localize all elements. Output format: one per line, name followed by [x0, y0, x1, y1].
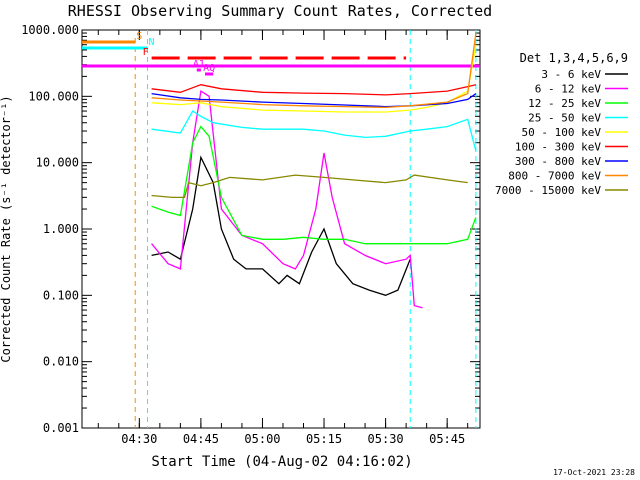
- legend-entry-label: 7000 - 15000 keV: [495, 184, 601, 197]
- legend-entry-label: 300 - 800 keV: [515, 155, 601, 168]
- x-tick-label: 05:30: [368, 432, 404, 446]
- series-line: [151, 110, 477, 152]
- series-line: [151, 44, 477, 113]
- series-line: [151, 90, 423, 309]
- y-tick-label: 10.000: [36, 156, 79, 170]
- y-axis-ticks: 1000.000 100.000 10.000 1.000 0.100 0.010 0.00…: [21, 23, 480, 435]
- x-axis-ticks: 04:30 04:45 05:00 05:15 05:30 05:45: [97, 30, 469, 446]
- flag-label: N: [149, 37, 155, 48]
- y-axis-label: Corrected Count Rate (s⁻¹ detector⁻¹): [0, 95, 13, 362]
- x-tick-label: 05:15: [306, 432, 342, 446]
- y-tick-label: 1.000: [43, 222, 79, 236]
- date-stamp: 17-Oct-2021 23:28: [553, 468, 635, 477]
- series-line: [151, 174, 468, 199]
- x-tick-label: 05:45: [429, 432, 465, 446]
- chart-title: RHESSI Observing Summary Count Rates, Co…: [68, 2, 492, 20]
- flag-label: S: [136, 31, 142, 42]
- y-tick-label: 0.001: [43, 421, 79, 435]
- series-line: [151, 125, 477, 245]
- y-tick-label: 0.100: [43, 288, 79, 302]
- x-axis-label: Start Time (04-Aug-02 04:16:02): [151, 454, 412, 470]
- plot-area: [81, 29, 481, 429]
- time-markers: [134, 30, 477, 428]
- flag-label: AQ: [203, 63, 215, 74]
- series-lines: [151, 32, 477, 309]
- series-line: [151, 32, 477, 109]
- series-line: [151, 84, 477, 96]
- y-tick-label: 1000.000: [21, 23, 79, 37]
- legend-entry-label: 6 - 12 keV: [535, 83, 602, 96]
- x-tick-label: 04:45: [183, 432, 219, 446]
- y-tick-label: 0.010: [43, 355, 79, 369]
- flag-bars: SNFA1AQ: [82, 31, 480, 76]
- series-line: [151, 155, 411, 296]
- x-tick-label: 05:00: [244, 432, 280, 446]
- legend-title: Det 1,3,4,5,6,9: [520, 51, 628, 65]
- legend-entry-label: 800 - 7000 keV: [508, 170, 601, 183]
- legend-entry-label: 25 - 50 keV: [528, 112, 601, 125]
- x-tick-label: 04:30: [121, 432, 157, 446]
- legend-entry-label: 12 - 25 keV: [528, 97, 601, 110]
- flag-label: F: [143, 47, 149, 58]
- y-tick-label: 100.000: [28, 89, 79, 103]
- legend-entry-label: 3 - 6 keV: [541, 68, 601, 81]
- series-line: [151, 92, 477, 108]
- legend-entry-label: 100 - 300 keV: [515, 141, 601, 154]
- legend-entry-label: 50 - 100 keV: [522, 126, 602, 139]
